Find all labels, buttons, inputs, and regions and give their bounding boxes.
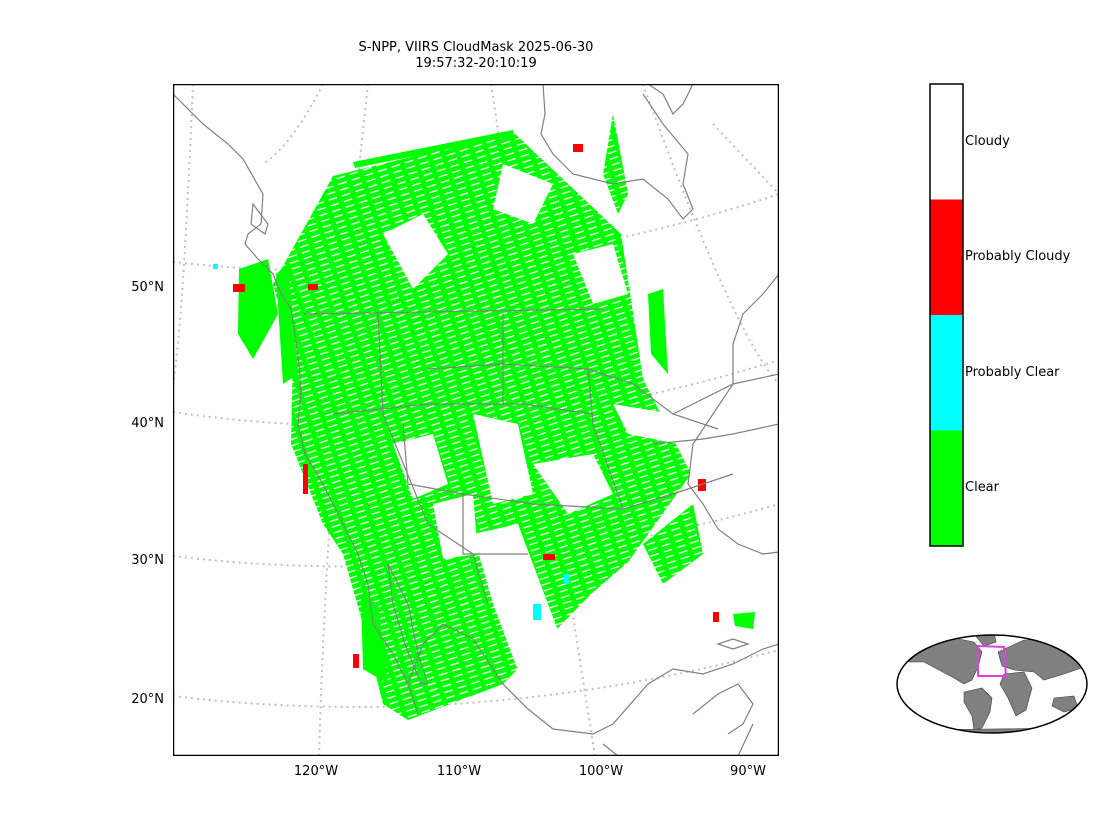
map-title-line1: S-NPP, VIIRS CloudMask 2025-06-30 [358,40,594,55]
lat-label-50n: 50°N [131,280,164,295]
legend-label-clear: Clear [965,480,999,495]
map-frame [173,84,779,756]
legend-label-cloudy: Cloudy [965,134,1010,149]
legend-swatch-clear [930,430,963,546]
map-panel [173,84,779,756]
inset-highlight-box [977,644,1008,677]
cloud-mask-swath [213,114,755,720]
coastlines-borders [173,84,779,756]
map-title-line2: 19:57:32-20:10:19 [415,56,537,71]
legend-swatch-probably-clear [930,315,963,431]
lat-label-40n: 40°N [131,416,164,431]
legend-label-probably-cloudy: Probably Cloudy [965,249,1071,264]
lat-label-20n: 20°N [131,692,164,707]
lon-label-110w: 110°W [436,764,482,779]
legend-label-probably-clear: Probably Clear [965,365,1060,380]
lon-label-120w: 120°W [293,764,339,779]
lat-label-30n: 30°N [131,553,164,568]
legend-swatch-probably-cloudy [930,199,963,315]
coastline-islands [387,563,750,685]
lon-label-90w: 90°W [730,764,766,779]
world-inset-map [896,634,1088,734]
legend-colorbar [929,83,964,547]
lon-label-100w: 100°W [578,764,624,779]
legend-swatch-cloudy [930,84,963,200]
